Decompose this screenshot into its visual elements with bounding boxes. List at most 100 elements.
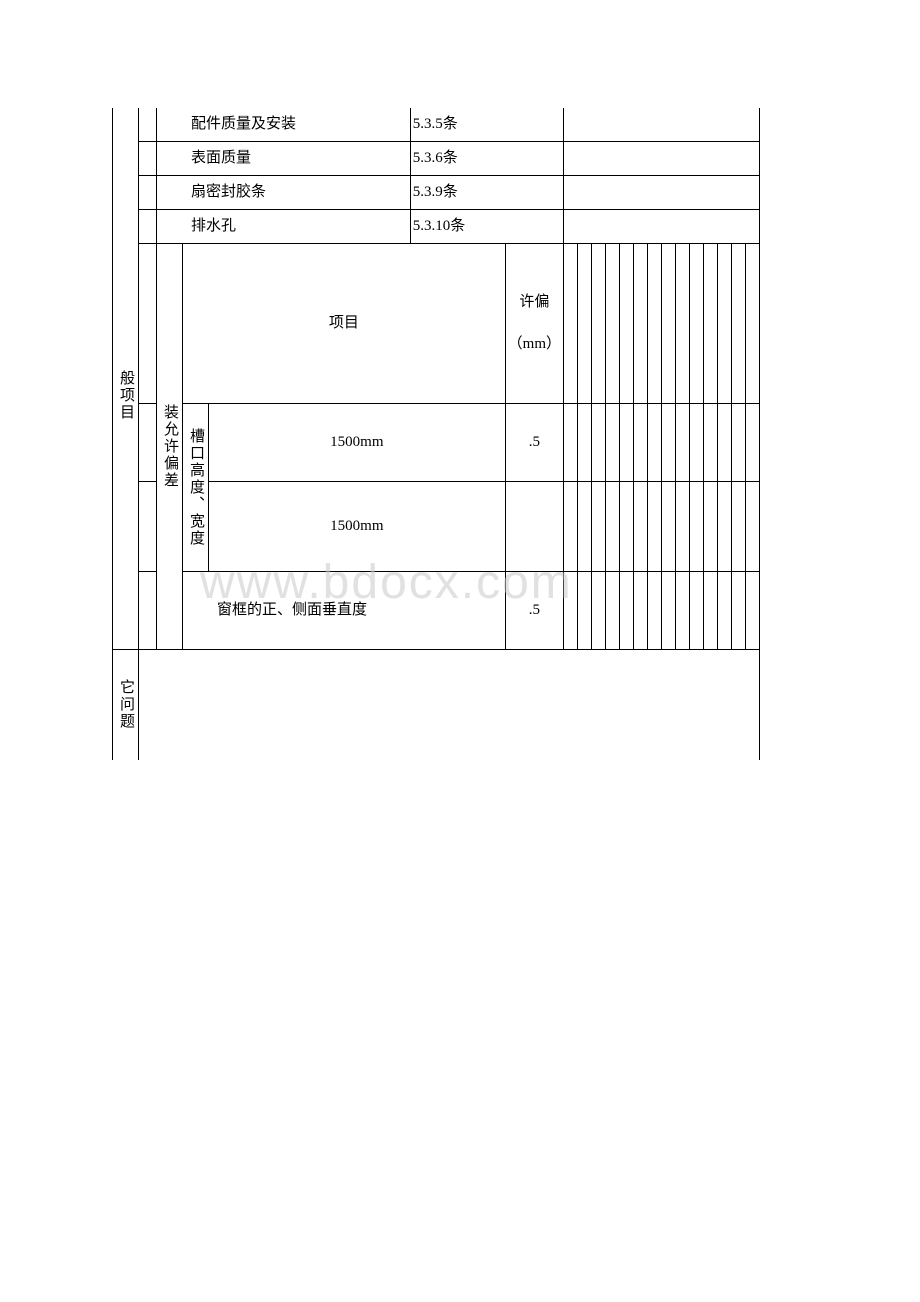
measure-cell [620, 244, 634, 404]
measure-cell [690, 244, 704, 404]
measure-cell [690, 572, 704, 650]
dev-item-label: 槽口高度、宽度 [183, 404, 209, 572]
other-issues-content [139, 650, 760, 760]
ref-cell: 5.3.9条 [410, 176, 563, 210]
item-desc-cell: 表面质量 [157, 142, 411, 176]
measure-cell [746, 572, 760, 650]
empty-cell [564, 176, 760, 210]
spacer-cell [139, 572, 157, 650]
table-row: 1500mm [113, 482, 760, 572]
table-row: 槽口高度、宽度 1500mm .5 [113, 404, 760, 482]
item-desc-cell: 排水孔 [157, 210, 411, 244]
inspection-table: 配件质量及安装 5.3.5条 般项目 表面质量 5.3.6条 扇密封胶条 5.3… [112, 108, 760, 760]
empty-cell [564, 210, 760, 244]
table-row: 配件质量及安装 5.3.5条 [113, 108, 760, 142]
spacer-cell [139, 482, 157, 572]
measure-cell [564, 244, 578, 404]
dev-size-cell: 1500mm [209, 404, 506, 482]
table-row: 扇密封胶条 5.3.9条 [113, 176, 760, 210]
item-desc-cell: 配件质量及安装 [157, 108, 411, 142]
measure-cell [564, 482, 578, 572]
empty-cell [564, 108, 760, 142]
measure-cell [578, 404, 592, 482]
measure-cell [718, 482, 732, 572]
measure-cell [718, 404, 732, 482]
measure-cell [718, 244, 732, 404]
measure-cell [732, 482, 746, 572]
measure-cell [592, 404, 606, 482]
measure-cell [634, 404, 648, 482]
measure-cell [648, 244, 662, 404]
measure-cell [732, 244, 746, 404]
measure-cell [606, 244, 620, 404]
section-label-cell: 般项目 [113, 142, 139, 650]
measure-cell [648, 404, 662, 482]
item-desc-cell: 扇密封胶条 [157, 176, 411, 210]
measure-cell [662, 404, 676, 482]
measure-cell [620, 482, 634, 572]
left-margin-cell [113, 108, 139, 142]
measure-cell [578, 572, 592, 650]
measure-cell [662, 244, 676, 404]
measure-cell [704, 404, 718, 482]
deviation-group-label: 装允许偏差 [157, 244, 183, 650]
spacer-cell [139, 244, 157, 404]
measure-cell [746, 244, 760, 404]
measure-cell [578, 482, 592, 572]
inspection-table-container: 配件质量及安装 5.3.5条 般项目 表面质量 5.3.6条 扇密封胶条 5.3… [112, 108, 760, 760]
measure-cell [704, 572, 718, 650]
measure-cell [704, 244, 718, 404]
measure-cell [732, 572, 746, 650]
measure-cell [634, 482, 648, 572]
spacer-cell [139, 210, 157, 244]
measure-cell [620, 404, 634, 482]
measure-cell [606, 482, 620, 572]
deviation-header-tolerance: 许偏（mm） [505, 244, 563, 404]
measure-cell [634, 572, 648, 650]
measure-cell [648, 482, 662, 572]
dev-tol-cell: .5 [505, 404, 563, 482]
measure-cell [592, 572, 606, 650]
measure-cell [564, 404, 578, 482]
ref-cell: 5.3.6条 [410, 142, 563, 176]
measure-cell [676, 482, 690, 572]
measure-cell [746, 404, 760, 482]
table-row: 装允许偏差 项目 许偏（mm） [113, 244, 760, 404]
measure-cell [676, 572, 690, 650]
measure-cell [662, 482, 676, 572]
measure-cell [606, 572, 620, 650]
table-row: 它问题 [113, 650, 760, 760]
spacer-cell [139, 176, 157, 210]
ref-cell: 5.3.10条 [410, 210, 563, 244]
table-row: 排水孔 5.3.10条 [113, 210, 760, 244]
table-row: 般项目 表面质量 5.3.6条 [113, 142, 760, 176]
measure-cell [690, 482, 704, 572]
ref-cell: 5.3.5条 [410, 108, 563, 142]
measure-cell [676, 404, 690, 482]
empty-cell [564, 142, 760, 176]
measure-cell [592, 482, 606, 572]
measure-cell [732, 404, 746, 482]
measure-cell [620, 572, 634, 650]
deviation-header-project: 项目 [183, 244, 506, 404]
spacer-cell [139, 404, 157, 482]
dev-desc-cell: 窗框的正、侧面垂直度 [183, 572, 506, 650]
measure-cell [676, 244, 690, 404]
spacer-cell [139, 142, 157, 176]
table-row: 窗框的正、侧面垂直度 .5 [113, 572, 760, 650]
measure-cell [592, 244, 606, 404]
dev-tol-cell: .5 [505, 572, 563, 650]
measure-cell [606, 404, 620, 482]
measure-cell [634, 244, 648, 404]
spacer-cell [139, 108, 157, 142]
measure-cell [690, 404, 704, 482]
measure-cell [704, 482, 718, 572]
measure-cell [718, 572, 732, 650]
measure-cell [564, 572, 578, 650]
dev-size-cell: 1500mm [209, 482, 506, 572]
measure-cell [746, 482, 760, 572]
measure-cell [648, 572, 662, 650]
dev-tol-cell [505, 482, 563, 572]
measure-cell [578, 244, 592, 404]
measure-cell [662, 572, 676, 650]
